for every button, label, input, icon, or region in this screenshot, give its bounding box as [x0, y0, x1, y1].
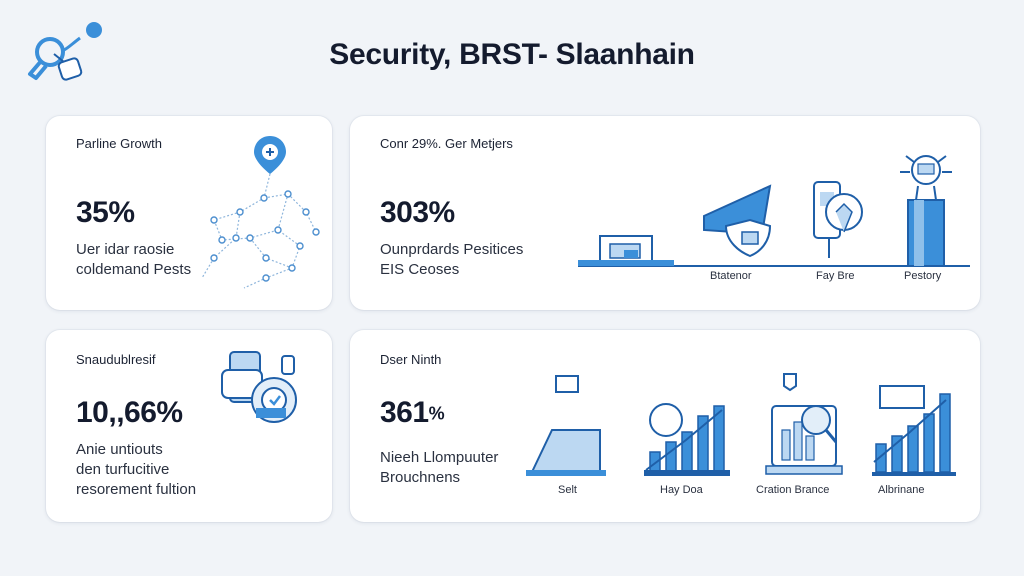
metrics-card: Conr 29%. Ger Metjers 303% Ounprdards Pe…	[350, 116, 980, 310]
analytics-card: Dser Ninth 361% Nieeh Llompuuter Brouchn…	[350, 330, 980, 522]
security-devices-illustration	[578, 155, 970, 267]
illustration-caption: Btatenor	[710, 270, 752, 282]
illustration-caption: Cration Brance	[756, 484, 830, 496]
card-description: Nieeh Llompuuter Brouchnens	[380, 449, 499, 486]
metric-value: 10,,66%	[76, 396, 183, 429]
illustration-caption: Fay Bre	[816, 270, 855, 282]
growth-card: Parline Growth 35% Uer idar raosie colde…	[46, 116, 332, 310]
metric-value: 303%	[380, 196, 455, 229]
illustration-caption: Pestory	[904, 270, 942, 282]
card-description: Anie untiouts den turfucitive resorement…	[76, 441, 197, 498]
analytics-illustration	[526, 373, 956, 476]
metric-value: 361%	[380, 396, 445, 429]
network-map-icon	[201, 136, 320, 289]
metric-value: 35%	[76, 196, 135, 229]
illustration-caption: Selt	[558, 484, 577, 496]
card-label: Conr 29%. Ger Metjers	[380, 136, 513, 151]
security-key-icon	[28, 22, 102, 81]
card-description: Uer idar raosie coldemand Pests	[76, 241, 192, 278]
illustration-caption: Albrinane	[878, 484, 925, 496]
security-card: Snaudublresif 10,,66% Anie untiouts den …	[46, 330, 332, 522]
page-title: Security, BRST- Slaanhain	[329, 38, 695, 71]
illustration-caption: Hay Doa	[660, 484, 703, 496]
card-label: Parline Growth	[76, 136, 162, 151]
card-description: Ounprdards Pesitices EIS Ceoses	[380, 241, 524, 278]
card-label: Snaudublresif	[76, 352, 156, 367]
device-security-icon	[221, 351, 297, 423]
card-label: Dser Ninth	[380, 352, 442, 367]
